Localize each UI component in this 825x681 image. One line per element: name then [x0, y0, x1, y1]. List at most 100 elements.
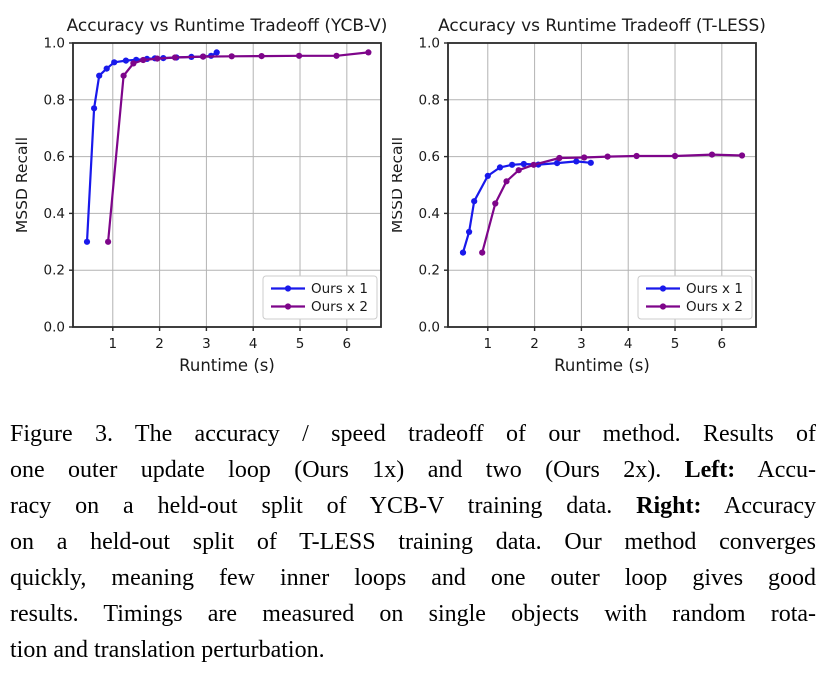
- x-axis-label: Runtime (s): [179, 356, 275, 375]
- y-tick-label: 0.4: [419, 206, 440, 222]
- figure-caption: Figure 3. The accuracy / speed tradeoff …: [10, 416, 816, 668]
- x-tick-label: 2: [530, 336, 539, 352]
- x-tick-label: 5: [671, 336, 680, 352]
- x-tick-label: 3: [577, 336, 586, 352]
- legend-label: Ours x 2: [686, 299, 743, 315]
- series-marker: [122, 57, 129, 64]
- caption-text: on a held-out split of T-LESS training d…: [10, 529, 816, 555]
- series-marker: [120, 72, 127, 79]
- series-marker: [633, 152, 640, 160]
- series-marker: [708, 151, 716, 158]
- caption-bold-text: Left:: [684, 457, 736, 483]
- series-marker: [213, 49, 220, 56]
- caption-text: tion and translation perturbation.: [10, 637, 325, 663]
- x-tick-label: 1: [483, 336, 492, 352]
- series-marker: [96, 72, 103, 79]
- y-tick-label: 0.0: [419, 320, 440, 336]
- y-tick-label: 0.4: [44, 206, 65, 222]
- y-tick-label: 0.8: [44, 92, 65, 108]
- series-marker: [258, 53, 265, 60]
- series-marker: [515, 167, 522, 174]
- caption-text: Accu-: [735, 457, 816, 483]
- x-tick-label: 1: [108, 336, 117, 352]
- caption-text: racy on a held-out split of YCB-V traini…: [10, 493, 637, 519]
- y-tick-label: 0.6: [44, 149, 65, 165]
- chart-title: Accuracy vs Runtime Tradeoff (T-LESS): [438, 16, 766, 36]
- series-marker: [492, 200, 499, 207]
- caption-bold-text: Right:: [636, 493, 702, 519]
- series-marker: [530, 161, 537, 168]
- caption-text: Figure 3. The accuracy / speed tradeoff …: [10, 421, 816, 447]
- series-line: [461, 160, 591, 253]
- legend-label: Ours x 2: [311, 299, 368, 315]
- y-axis-label: MSSD Recall: [13, 137, 31, 233]
- caption-text: quickly, meaning few inner loops and one…: [10, 565, 816, 591]
- caption-line: tion and translation perturbation.: [10, 632, 816, 668]
- plot-border: [72, 42, 382, 328]
- series-marker: [333, 52, 340, 59]
- plot-border: [447, 42, 757, 328]
- x-tick-label: 6: [718, 336, 727, 352]
- series-marker: [471, 198, 478, 205]
- legend-marker: [284, 285, 292, 292]
- series-marker: [479, 249, 486, 256]
- series-marker: [738, 152, 746, 159]
- series-marker: [581, 154, 588, 161]
- series-marker: [296, 52, 303, 59]
- series-marker: [228, 53, 235, 60]
- legend-box: [262, 275, 378, 320]
- x-tick-label: 3: [202, 336, 211, 352]
- series-marker: [554, 160, 561, 167]
- y-tick-label: 0.8: [419, 92, 440, 108]
- x-tick-label: 6: [343, 336, 352, 352]
- legend-label: Ours x 1: [311, 281, 368, 297]
- x-tick-label: 5: [296, 336, 305, 352]
- series-marker: [587, 159, 594, 166]
- series-marker: [103, 65, 110, 72]
- y-tick-label: 0.2: [44, 263, 65, 279]
- series-marker: [503, 178, 510, 185]
- chart-title: Accuracy vs Runtime Tradeoff (YCB-V): [67, 16, 388, 36]
- series-marker: [200, 53, 207, 60]
- series-marker: [105, 238, 112, 245]
- series-marker: [466, 228, 473, 235]
- series-marker: [171, 54, 179, 61]
- series-marker: [83, 238, 91, 245]
- series-line: [481, 153, 743, 253]
- x-tick-label: 2: [155, 336, 164, 352]
- legend-marker: [659, 285, 667, 292]
- series-marker: [496, 164, 504, 171]
- series-marker: [556, 154, 563, 162]
- caption-text: Accuracy: [701, 493, 817, 519]
- legend-marker: [659, 303, 667, 310]
- series-marker: [130, 60, 137, 67]
- caption-text: results. Timings are measured on single …: [10, 601, 816, 627]
- legend-box: [637, 275, 753, 320]
- series-marker: [520, 160, 527, 168]
- caption-line: Figure 3. The accuracy / speed tradeoff …: [10, 416, 816, 452]
- caption-line: quickly, meaning few inner loops and one…: [10, 560, 816, 596]
- x-tick-label: 4: [624, 336, 633, 352]
- series-marker: [365, 49, 372, 56]
- series-marker: [91, 105, 98, 112]
- series-marker: [459, 249, 467, 256]
- caption-line: one outer update loop (Ours 1x) and two …: [10, 452, 816, 488]
- figure-panel: 1 2 3 4 5 6 0.0 0.2 0.4 0.6 0.8 1.0 Accuracy vs Runt…: [13, 16, 766, 375]
- legend-marker: [284, 303, 292, 310]
- y-tick-label: 1.0: [44, 36, 65, 52]
- caption-line: on a held-out split of T-LESS training d…: [10, 524, 816, 560]
- series-marker: [140, 56, 147, 64]
- caption-line: results. Timings are measured on single …: [10, 596, 816, 632]
- series-marker: [484, 172, 491, 179]
- series-marker: [573, 158, 580, 165]
- legend-label: Ours x 1: [686, 281, 743, 297]
- x-axis-label: Runtime (s): [554, 356, 650, 375]
- caption-line: racy on a held-out split of YCB-V traini…: [10, 488, 816, 524]
- caption-text: one outer update loop (Ours 1x) and two …: [10, 457, 685, 483]
- series-marker: [111, 59, 118, 66]
- series-marker: [509, 161, 516, 168]
- x-tick-label: 4: [249, 336, 258, 352]
- y-tick-label: 0.6: [419, 149, 440, 165]
